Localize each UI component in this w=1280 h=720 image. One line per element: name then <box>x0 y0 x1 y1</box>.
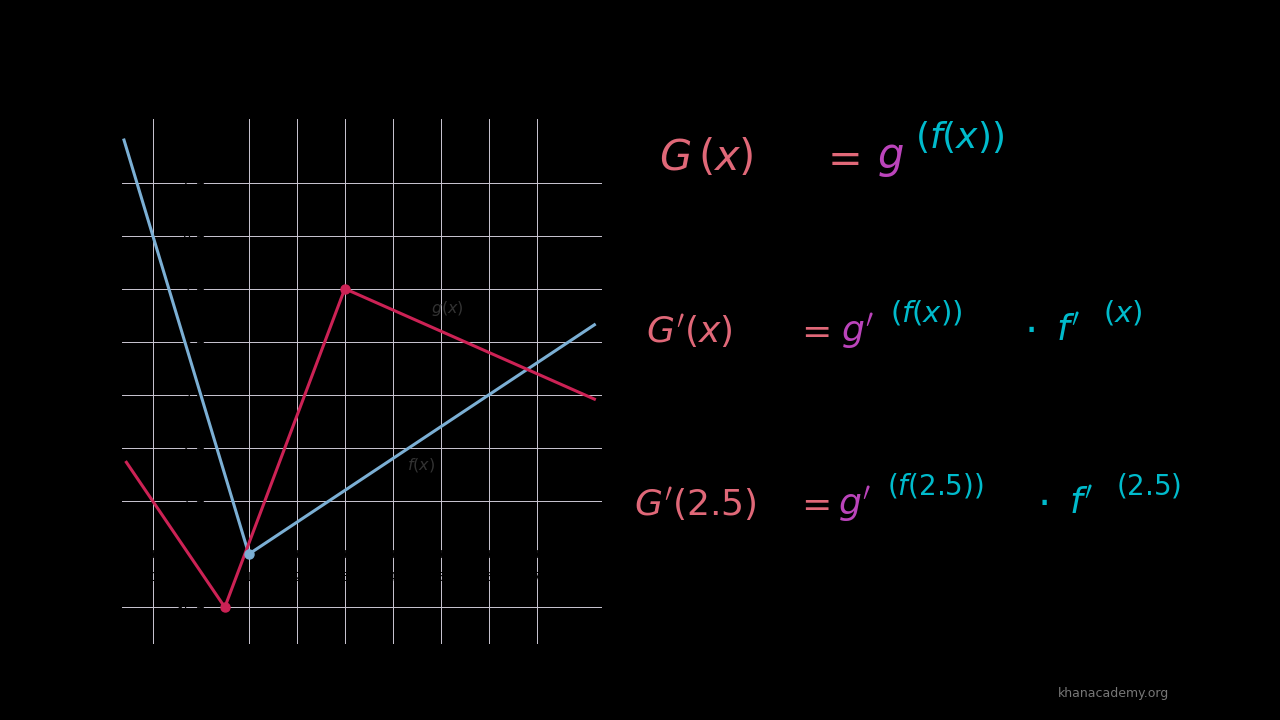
Text: 3: 3 <box>340 571 348 584</box>
Text: $=$: $=$ <box>794 487 829 521</box>
Text: 5: 5 <box>182 282 191 295</box>
Text: $G'(x)$: $G'(x)$ <box>646 312 733 350</box>
Text: $g'$: $g'$ <box>838 484 872 524</box>
Text: -1: -1 <box>147 571 159 584</box>
Text: what is the value of $G'(2.5)$?: what is the value of $G'(2.5)$? <box>28 76 237 94</box>
Text: $g(x)$: $g(x)$ <box>431 299 463 318</box>
Text: $(2.5)$: $(2.5)$ <box>1116 472 1181 500</box>
Text: 2: 2 <box>182 441 191 454</box>
Text: $=$: $=$ <box>794 314 829 348</box>
Text: $x$: $x$ <box>586 571 599 589</box>
Text: 7: 7 <box>182 176 191 189</box>
Text: $y$: $y$ <box>210 124 223 142</box>
Text: $=$: $=$ <box>819 138 860 179</box>
Text: $f(x)$: $f(x)$ <box>407 456 435 474</box>
Text: 4: 4 <box>389 571 397 584</box>
Text: $g'$: $g'$ <box>841 311 874 351</box>
Text: $f'$: $f'$ <box>1069 487 1093 521</box>
Text: $f'$: $f'$ <box>1056 314 1080 348</box>
Text: 7: 7 <box>532 571 540 584</box>
Text: 6: 6 <box>182 229 191 242</box>
Text: $\cdot$: $\cdot$ <box>1024 310 1034 352</box>
Text: $(f(x))$: $(f(x))$ <box>890 299 963 328</box>
Text: 1: 1 <box>182 495 191 508</box>
Text: 3: 3 <box>182 388 191 401</box>
Text: $\cdot$: $\cdot$ <box>1037 483 1047 525</box>
Text: 1: 1 <box>244 571 252 584</box>
Text: $(x)$: $(x)$ <box>1103 299 1143 328</box>
Text: khanacademy.org: khanacademy.org <box>1059 687 1169 700</box>
Text: 5: 5 <box>436 571 445 584</box>
Text: $G'(2.5)$: $G'(2.5)$ <box>634 485 756 523</box>
Text: $g$: $g$ <box>877 138 904 179</box>
Text: -1: -1 <box>178 600 191 613</box>
Text: $G\,(x)$: $G\,(x)$ <box>659 138 754 179</box>
Text: 4: 4 <box>182 336 191 348</box>
Text: Consider the functions $f$ and $g$ with the graphs shown below. If $G(x) = g(f(x: Consider the functions $f$ and $g$ with … <box>28 32 600 51</box>
Text: $(f(x))$: $(f(x))$ <box>915 119 1005 155</box>
Text: 2: 2 <box>293 571 301 584</box>
Text: 6: 6 <box>485 571 493 584</box>
Text: $(f(2.5))$: $(f(2.5))$ <box>887 472 984 500</box>
